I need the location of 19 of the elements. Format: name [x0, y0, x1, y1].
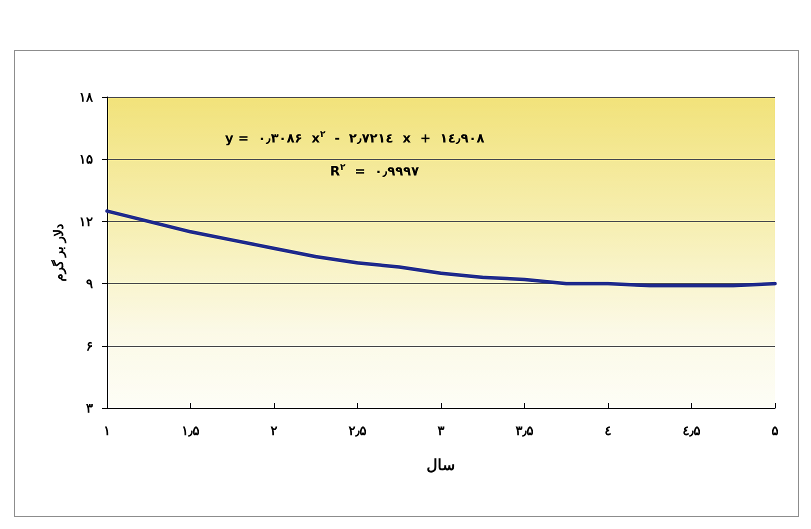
y-tick-label: ۶: [86, 338, 93, 354]
line-series: [105, 209, 777, 288]
y-tick-label: ۳: [86, 400, 93, 416]
y-axis-title: دلار بر گرم: [50, 223, 67, 282]
annotation: y = ۰٫۳۰۸۶ x$^{۲}$ - ۲٫۷۲۱٤ x + ۱٤٫۹۰۸: [225, 130, 484, 146]
x-tick-label: ۳: [438, 423, 444, 438]
x-tick-label: ۲: [270, 423, 278, 438]
x-tick-label: ۱: [104, 423, 110, 438]
y-tick-label: ۱۵: [79, 152, 93, 167]
x-tick-label: ٤٫۵: [682, 423, 700, 438]
y-tick-label: ۹: [86, 276, 93, 292]
x-axis-title: سال: [426, 457, 456, 474]
y-tick-label: ۱۲: [79, 214, 93, 229]
x-tick-label: ٤: [604, 423, 612, 438]
x-tick-label: ۱٫۵: [182, 423, 200, 438]
x-tick-label: ۲٫۵: [348, 423, 366, 438]
x-tick-label: ۵: [772, 423, 778, 438]
x-tick-label: ۳٫۵: [516, 423, 534, 438]
y-tick-label: ۱۸: [79, 90, 94, 104]
